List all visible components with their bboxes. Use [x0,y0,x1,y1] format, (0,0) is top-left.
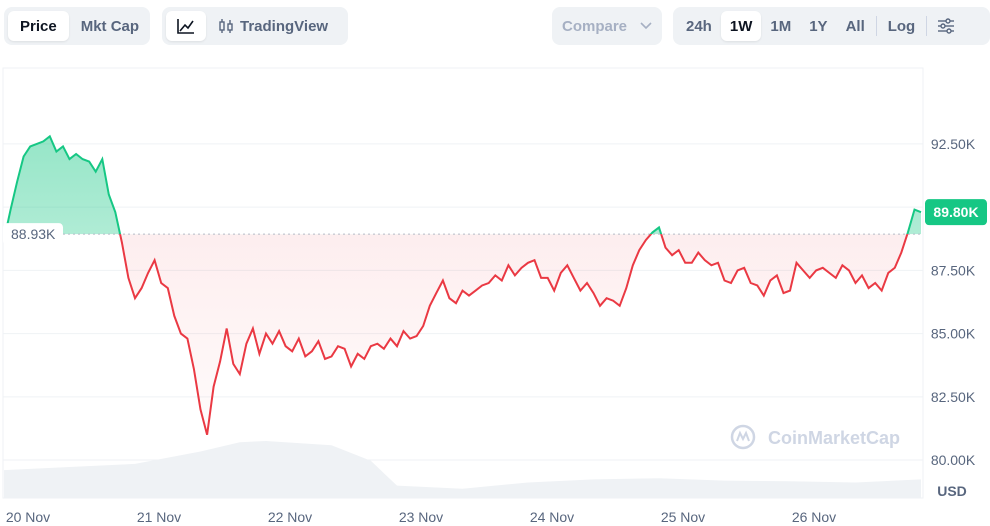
y-tick-label: 80.00K [931,452,976,468]
baseline-value-label: 88.93K [11,226,56,242]
y-tick-label: 82.50K [931,389,976,405]
tradingview-button[interactable]: TradingView [206,11,340,41]
y-axis: 92.50K 90.00K 87.50K 85.00K 82.50K 80.00K [931,136,976,468]
y-tick-label: 92.50K [931,136,976,152]
coinmarketcap-logo-icon [730,424,756,450]
price-line-up [4,134,922,235]
chevron-down-icon [640,22,652,30]
sliders-icon [938,18,955,34]
coinmarketcap-logo-mark [736,430,750,442]
current-price-badge-bg [925,199,987,226]
grid-lines [3,143,923,461]
tradingview-label: TradingView [240,17,329,35]
compare-label: Compare [562,17,628,35]
current-price-label: 89.80K [933,204,978,220]
y-tick-label: 90.00K [931,199,976,215]
x-tick-label: 26 Nov [792,509,836,525]
watermark-text: CoinMarketCap [768,428,900,448]
tab-mkt-cap[interactable]: Mkt Cap [80,17,140,35]
plot-frame [2,67,924,499]
baseline-badge-bg [3,223,63,246]
chart-style-group: TradingView [162,7,348,45]
y-tick-label: 85.00K [931,326,976,342]
baseline-badge: 88.93K [3,223,63,246]
x-tick-label: 20 Nov [6,509,50,525]
range-1m[interactable]: 1M [770,17,792,35]
y-axis-unit: USD [937,483,967,499]
price-line-down [3,234,909,436]
settings-divider [926,16,928,36]
view-tab-group: Price Mkt Cap [4,7,150,45]
line-chart-button[interactable] [166,11,206,41]
x-tick-label: 21 Nov [137,509,181,525]
chart-toolbar: Price Mkt Cap TradingView Compare [0,7,990,47]
range-1w[interactable]: 1W [720,11,762,41]
area-below-baseline [4,234,921,435]
range-all[interactable]: All [845,17,865,35]
line-chart-icon [177,19,194,34]
log-scale-button[interactable]: Log [887,17,916,35]
x-axis: 20 Nov 21 Nov 22 Nov 23 Nov 24 Nov 25 Nov 26 N… [6,509,836,525]
volume-area [4,441,921,498]
candlestick-icon [219,19,233,33]
range-24h[interactable]: 24h [686,17,712,35]
x-tick-label: 22 Nov [268,509,312,525]
current-price-badge: 89.80K [925,199,987,226]
x-tick-label: 23 Nov [399,509,443,525]
watermark: CoinMarketCap [730,424,900,450]
compare-dropdown[interactable]: Compare [552,7,662,45]
range-1y[interactable]: 1Y [809,17,828,35]
area-above-baseline [5,136,921,235]
x-tick-label: 24 Nov [530,509,574,525]
range-group: 24h 1W 1M 1Y All Log [673,7,990,45]
x-tick-label: 25 Nov [661,509,705,525]
chart-settings-button[interactable] [929,11,963,41]
range-divider [875,16,877,36]
tab-price[interactable]: Price [8,11,69,41]
y-tick-label: 87.50K [931,262,976,278]
